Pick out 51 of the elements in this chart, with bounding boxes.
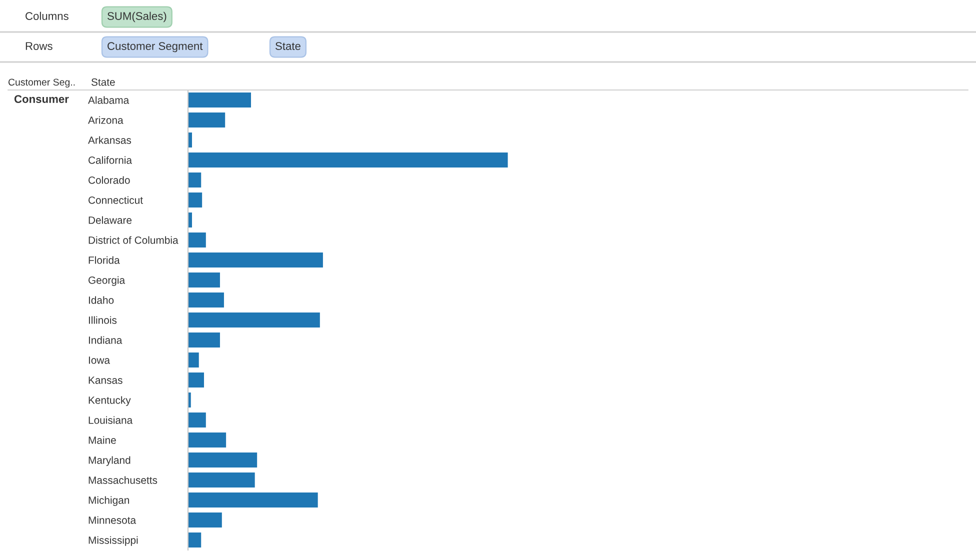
y-tick-label: District of Columbia (88, 236, 178, 244)
bar (188, 112, 226, 128)
y-tick-label: Massachusetts (88, 476, 158, 484)
bar (188, 332, 220, 348)
y-tick-label: Delaware (88, 216, 132, 224)
bar (188, 532, 202, 548)
text: State (276, 42, 300, 50)
y-tick-label: Arkansas (88, 136, 132, 144)
text: Customer Seg.. (8, 78, 75, 88)
text: Columns (26, 12, 68, 20)
bar (188, 412, 206, 428)
bar (188, 492, 318, 508)
bar (188, 472, 255, 488)
y-tick-label: Louisiana (88, 416, 133, 424)
y-tick-label: Minnesota (88, 516, 136, 524)
bar (188, 372, 204, 388)
y-tick-label: Arizona (88, 116, 124, 124)
bar (188, 272, 220, 288)
bar (188, 292, 224, 308)
bar (188, 252, 323, 268)
text: SUM(Sales) (108, 12, 166, 22)
y-tick-label: Kansas (88, 376, 122, 384)
y-tick-label: Georgia (88, 276, 126, 286)
bar (188, 192, 202, 208)
y-tick-label: California (88, 156, 132, 164)
bar (188, 432, 226, 448)
y-tick-label: Alabama (88, 96, 130, 104)
bar (188, 172, 202, 188)
text: Customer Segment (108, 42, 203, 52)
bar (188, 352, 199, 368)
y-tick-label: Indiana (88, 336, 122, 344)
y-tick-label: Idaho (88, 296, 114, 304)
y-axis-title: State (91, 78, 115, 86)
text: Rows (26, 42, 52, 50)
y-tick-label: Colorado (88, 176, 130, 184)
text: Consumer (14, 95, 69, 103)
y-tick-label: Maine (88, 436, 116, 444)
y-tick-label: Illinois (88, 316, 117, 324)
y-tick-label: Michigan (88, 496, 130, 506)
y-tick-label: Connecticut (88, 196, 143, 204)
y-tick-label: Mississippi (88, 536, 138, 546)
y-tick-label: Iowa (88, 356, 110, 364)
bar (188, 92, 251, 108)
bar (188, 452, 258, 468)
bar (188, 312, 320, 328)
y-tick-label: Florida (88, 256, 120, 264)
bar (188, 232, 206, 248)
y-tick-label: Maryland (88, 456, 130, 466)
bar (188, 152, 508, 168)
bar (188, 512, 222, 528)
y-tick-label: Kentucky (88, 396, 131, 406)
